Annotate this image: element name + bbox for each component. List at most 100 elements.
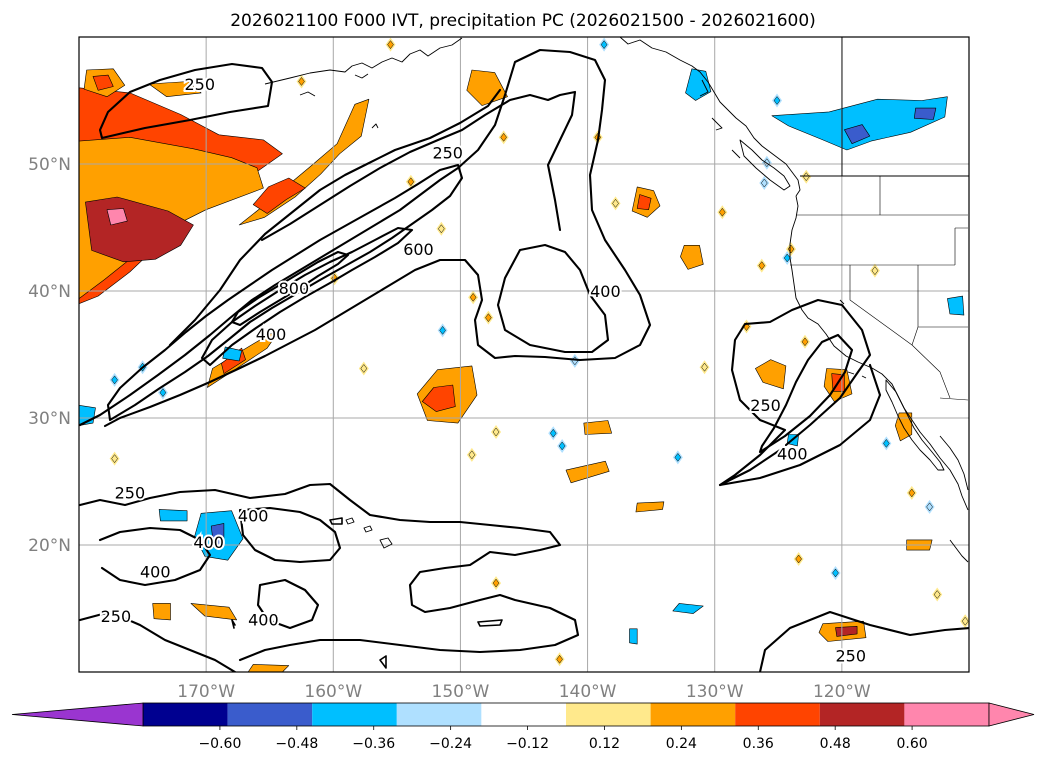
precip-spot	[787, 244, 795, 254]
precip-region-canada-negative	[771, 96, 948, 151]
precip-spot	[438, 224, 445, 234]
longitude-tick-label: 120°W	[813, 682, 871, 702]
precip-spot	[773, 96, 781, 105]
ivt-contour-250-southeast-outer	[718, 363, 882, 487]
ivt-contour-250-southeast-bottom	[758, 610, 969, 672]
map-frame	[78, 36, 970, 673]
precip-spot	[871, 266, 879, 276]
contour-label: 400	[238, 507, 269, 526]
precip-spot	[556, 654, 563, 664]
precip-region-subtropical-blob-a-core	[421, 384, 456, 412]
precip-region-central-pacific-negative-b	[629, 628, 638, 645]
latitude-tick-label: 20°N	[28, 536, 71, 556]
ivt-contour-400-ar-north	[168, 88, 502, 347]
precip-region-mid-pacific-spot	[680, 245, 704, 270]
precip-spot	[961, 616, 969, 626]
colorbar-tick-label: 0.24	[666, 736, 697, 752]
precip-spot	[908, 488, 916, 498]
bc-fjords	[699, 79, 741, 159]
precip-spot	[802, 172, 810, 182]
colorbar-tick-label: 0.60	[897, 736, 928, 752]
precip-region-mexico-offshore-strong-core	[835, 625, 858, 637]
ivt-contour-400-tropical-central	[238, 506, 342, 564]
precip-spot	[600, 40, 608, 50]
colorbar-segment	[904, 703, 989, 726]
colorbar-tick-label: −0.48	[275, 736, 318, 752]
precip-spot	[439, 325, 446, 335]
colorbar-tick-label: −0.24	[429, 736, 472, 752]
precip-spot	[407, 177, 415, 187]
precip-region-hawaii-south-spot-a	[190, 603, 237, 621]
ivt-contour-400-tropical-south	[256, 578, 320, 630]
chart-title: 2026021100 F000 IVT, precipitation PC (2…	[230, 11, 816, 31]
bc-islands	[739, 139, 791, 191]
colorbar-segment	[650, 703, 736, 726]
longitude-tick-labels: 170°W 160°W 150°W 140°W 130°W 120°W	[177, 682, 871, 702]
colorbar-segment	[735, 703, 820, 726]
precip-region-gulf-band-core	[252, 177, 306, 214]
precip-region-central-north-pacific-spot-core	[636, 194, 652, 210]
colorbar-segment	[481, 703, 566, 726]
colorbar-over-arrow	[988, 702, 1035, 727]
precip-region-canada-negative-core	[844, 124, 871, 144]
contour-label: 250	[115, 484, 146, 503]
contour-label: 400	[777, 444, 808, 463]
precip-spot	[111, 454, 118, 464]
precip-spot	[612, 198, 619, 208]
precip-spot	[492, 578, 500, 588]
colorbar-segment	[227, 703, 313, 726]
ivt-contour-400-ar-west	[106, 163, 464, 422]
colorbar-segment	[143, 703, 228, 726]
ivt-contour-400-inner-loop	[496, 243, 610, 354]
longitude-tick-label: 140°W	[559, 682, 617, 702]
ivt-contour-250-tropical-band	[79, 482, 580, 662]
precip-spot	[492, 427, 500, 437]
precip-spot	[500, 132, 507, 142]
precip-region-hawaii-south-spot-b	[152, 603, 171, 621]
ivt-contour-250-atmospheric-river	[79, 48, 652, 428]
contour-label: 400	[248, 611, 279, 630]
channel-islands	[839, 299, 867, 379]
precip-spot	[760, 178, 768, 188]
us-west-coast	[789, 195, 969, 511]
precip-region-bc-coast-negative	[685, 68, 712, 101]
contour-labels: 250 250 600 800 400 400 250 400 250 400 400 400 400 2…	[99, 73, 868, 668]
precip-region-far-south-spot	[247, 664, 290, 672]
precip-region-central-pacific-negative-a	[672, 603, 704, 614]
ivt-contour-400-california	[758, 333, 854, 454]
colorbar: −0.60 −0.48 −0.36 −0.24 −0.12 0.12 0.24 0.36 0.4…	[11, 702, 1035, 752]
precip-region-west-pacific-peak	[106, 208, 128, 226]
colorbar-segments	[142, 702, 990, 727]
colorbar-segment	[396, 703, 482, 726]
precip-spot	[832, 568, 839, 578]
ivt-contour-small-loops	[231, 517, 503, 669]
precip-spot	[783, 253, 791, 263]
precip-region-california-offshore-a	[755, 359, 787, 390]
colorbar-ticks: −0.60 −0.48 −0.36 −0.24 −0.12 0.12 0.24 0.36 0.4…	[198, 726, 928, 752]
precip-spot	[558, 441, 566, 451]
ivt-contour-250-california	[718, 298, 872, 487]
gulf-of-california-coast	[939, 435, 969, 491]
colorbar-tick-label: −0.12	[506, 736, 549, 752]
contour-label: 250	[101, 607, 132, 626]
longitude-tick-label: 160°W	[304, 682, 362, 702]
latitude-tick-label: 50°N	[28, 155, 71, 175]
contour-label: 400	[140, 562, 171, 581]
precip-spot	[795, 554, 802, 564]
precip-spot	[485, 313, 492, 323]
contour-label: 250	[835, 646, 866, 665]
precip-spot	[298, 77, 305, 86]
state-boundaries	[790, 176, 969, 401]
precipitation-pc-shading	[79, 37, 969, 672]
contour-label: 250	[185, 75, 216, 94]
precip-spot	[549, 428, 557, 438]
map-plot-area: 250 250 600 800 400 400 250 400 250 400 400 400 400 2…	[79, 37, 969, 672]
precip-spot	[159, 388, 167, 398]
southeast-alaska-coast	[619, 37, 801, 197]
precip-spot	[926, 502, 933, 512]
latitude-tick-labels: 20°N 30°N 40°N 50°N	[28, 155, 71, 556]
precip-spot	[883, 438, 890, 448]
precip-region-hawaii-negative-core	[210, 523, 225, 548]
precip-spot	[111, 375, 118, 385]
